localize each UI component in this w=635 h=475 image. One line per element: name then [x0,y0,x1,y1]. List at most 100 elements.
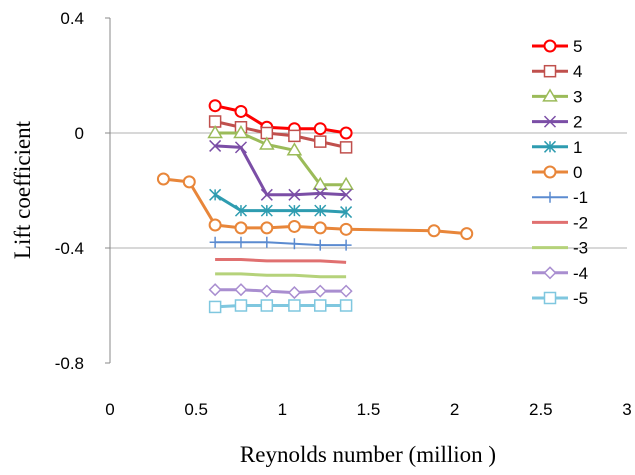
legend-swatch-marker [543,115,557,128]
data-point [208,99,222,113]
data-point [261,236,273,248]
data-point [156,172,170,186]
data-point [338,176,354,190]
data-point [313,122,327,136]
data-point [182,175,196,189]
data-point [339,222,353,236]
data-point [233,125,249,139]
data-point [234,283,248,297]
data-point [287,219,301,233]
legend-label: 4 [573,62,582,81]
data-point [288,204,301,217]
y-tick-label: -0.4 [55,239,84,258]
legend-swatch-marker [544,191,556,203]
legend-item-2: 2 [532,113,582,132]
data-point [340,188,353,201]
legend-item-0: 0 [532,163,582,182]
data-point [260,204,273,217]
data-point [340,206,353,219]
data-point [234,104,248,118]
x-axis-title: Reynolds number (million ) [240,442,496,467]
data-point [314,204,327,217]
series--1 [209,236,352,251]
legend: 5 4 3 2 1 0 -1 -2 -3 -4 -5 [532,37,588,308]
data-point [460,227,474,241]
data-point [234,204,248,217]
y-tick-label: 0.4 [60,9,84,28]
data-point [313,284,327,298]
data-point [260,221,274,235]
data-point [234,141,248,154]
data-point [340,239,352,251]
data-point [313,299,327,312]
legend-swatch-marker [543,64,557,78]
legend-label: 5 [573,37,582,56]
x-tick-label: 0.5 [184,400,208,419]
data-point [234,221,248,235]
legend-item-3: 3 [532,87,582,106]
series--2 [215,258,347,264]
series-line--2 [215,258,347,264]
series-0 [156,172,474,241]
data-point [288,188,301,201]
data-point [260,284,274,298]
data-point [208,300,222,314]
legend-label: -5 [573,289,588,308]
legend-item--5: -5 [532,289,588,308]
data-point [208,218,222,232]
data-point [209,188,222,201]
series-line-1 [214,193,347,214]
legend-label: 1 [573,138,582,157]
legend-swatch-marker [543,266,557,280]
legend-item--3: -3 [532,239,588,258]
series-layer [156,99,474,314]
series-line-2 [215,144,347,197]
y-tick-label: -0.8 [55,354,84,373]
legend-swatch-marker [543,39,557,53]
series-line--1 [215,241,347,247]
data-point [260,299,274,312]
data-point [312,176,329,190]
data-point [427,224,441,238]
legend-label: -4 [573,264,588,283]
data-point [288,299,301,312]
x-tick-label: 0 [105,400,114,419]
legend-label: 3 [573,87,582,106]
series--4 [208,283,353,300]
data-point [288,238,300,250]
data-point [234,299,248,312]
data-point [339,126,353,140]
series-3 [207,125,354,190]
series-2 [209,139,353,201]
data-point [287,286,301,300]
data-point [288,129,301,143]
legend-swatch-marker [543,165,557,179]
x-tick-label: 2.5 [529,400,553,419]
x-tick-label: 3 [622,400,631,419]
data-point [209,139,222,152]
data-point [235,236,247,248]
series-line-0 [163,177,467,236]
data-point [207,125,223,139]
data-point [313,135,327,148]
data-point [339,284,353,298]
axis-layer: 0.4 0 -0.4 -0.8 0 0.5 1 1.5 2 2.5 3 [55,9,632,419]
legend-item--4: -4 [532,264,588,283]
x-tick-label: 1.5 [357,400,381,419]
legend-item-4: 4 [532,62,582,81]
x-tick-label: 1 [278,400,287,419]
data-point [313,221,327,235]
data-point [260,188,273,201]
series--3 [215,272,347,279]
legend-label: 2 [573,113,582,132]
legend-swatch-marker [542,88,558,102]
data-point [209,236,221,248]
data-point [339,299,353,312]
legend-item--1: -1 [532,188,588,207]
legend-label: -1 [573,188,588,207]
series-4 [208,115,353,154]
series-line--3 [215,272,347,279]
y-axis-title: Lift coefficient [10,120,35,259]
y-tick-label: 0 [75,124,84,143]
